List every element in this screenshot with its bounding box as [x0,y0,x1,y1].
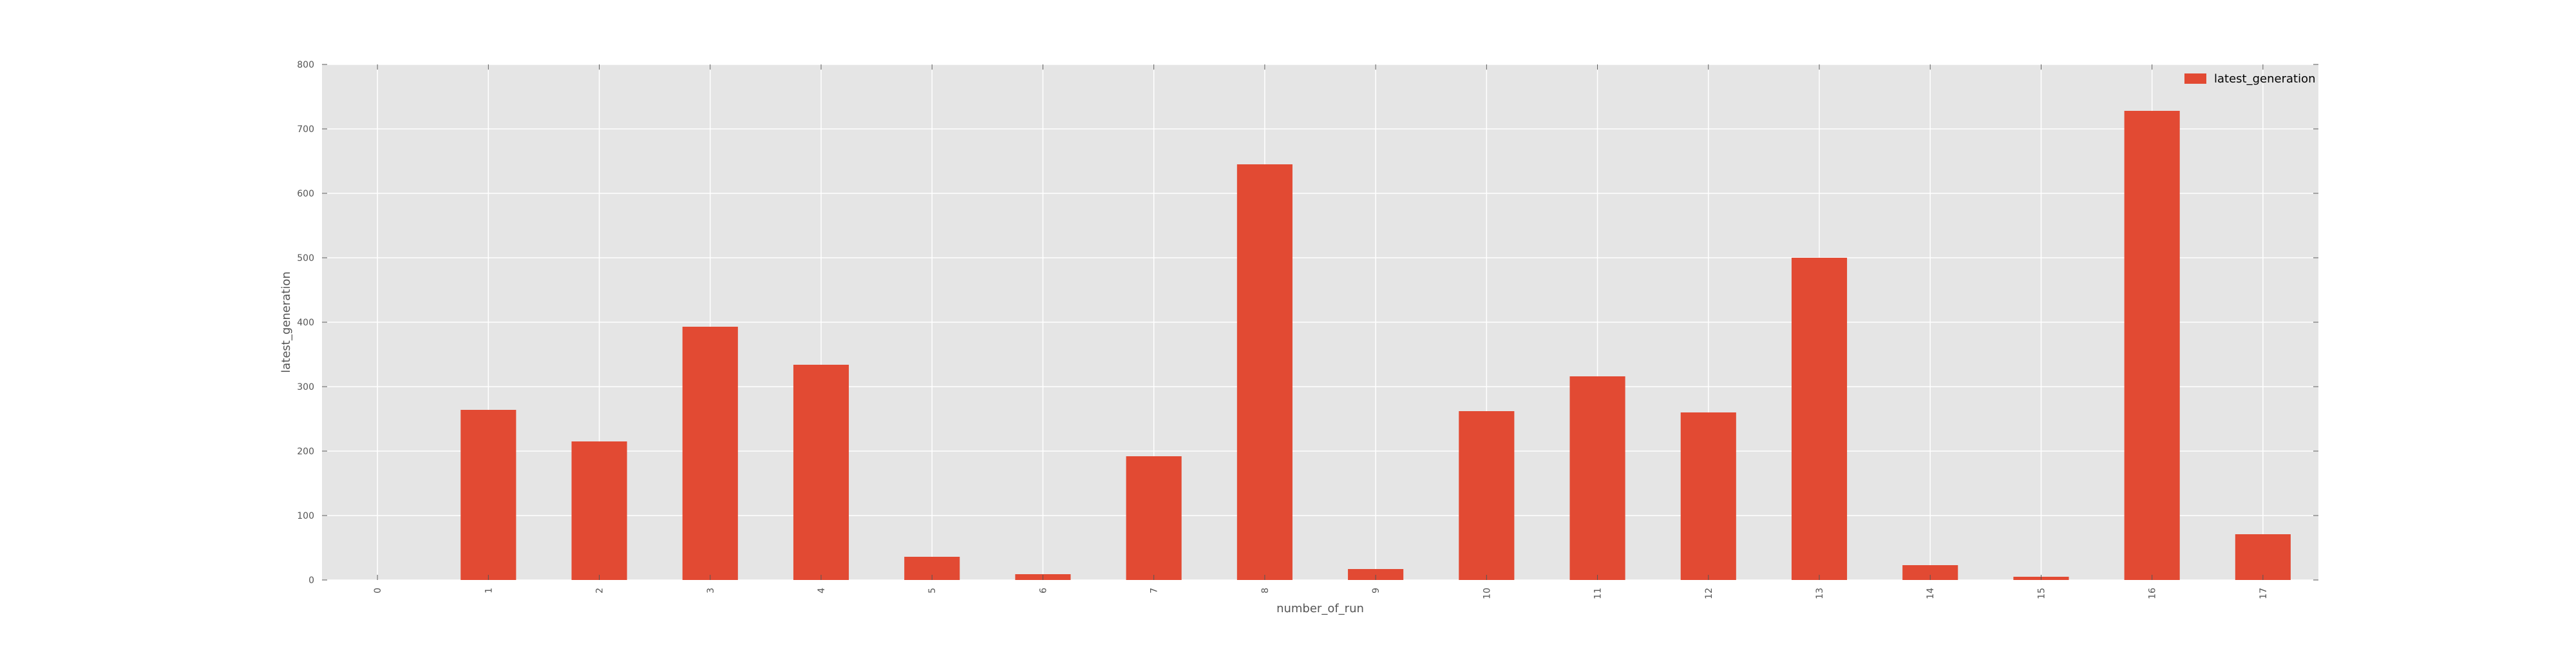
x-tick-label: 9 [1371,588,1381,594]
x-tick-label: 0 [373,588,383,594]
bar [1348,569,1404,580]
x-tick-label: 17 [2259,588,2269,599]
y-tick-label: 200 [297,447,314,457]
x-tick-label: 12 [1704,588,1714,599]
bar [1126,456,1182,580]
bar [2124,111,2180,580]
y-tick-label: 400 [297,318,314,328]
y-axis-ticks: 0 100 200 300 400 500 600 700 800 [297,60,314,586]
bar [1459,411,1515,580]
y-tick-label: 300 [297,382,314,392]
x-tick-label: 3 [706,588,716,594]
x-axis-ticks: 0 1 2 3 4 5 6 7 8 9 10 11 12 13 14 15 16 17 [373,588,2269,599]
x-tick-label: 11 [1593,588,1604,599]
y-tick-label: 100 [297,511,314,521]
x-tick-label: 15 [2036,588,2047,599]
bar [1680,412,1736,580]
bar [460,410,516,580]
bar [682,327,738,580]
y-tick-label: 500 [297,253,314,264]
x-tick-label: 13 [1815,588,1825,599]
x-tick-label: 8 [1260,588,1271,594]
y-tick-label: 600 [297,189,314,199]
x-axis-label: number_of_run [1276,602,1364,615]
x-tick-label: 6 [1038,588,1048,594]
x-tick-label: 5 [927,588,938,594]
bar [793,365,849,580]
bar [1236,164,1293,580]
legend: latest_generation [2184,72,2316,86]
x-tick-label: 1 [484,588,494,594]
x-tick-label: 10 [1482,588,1492,599]
x-tick-label: 4 [817,588,827,594]
bar [1569,376,1625,580]
bar [571,441,627,580]
bars [460,111,2291,580]
x-tick-label: 2 [595,588,605,594]
bar [2235,534,2291,580]
y-tick-label: 700 [297,124,314,135]
y-tick-label: 800 [297,60,314,70]
x-tick-label: 14 [1926,588,1936,599]
y-tick-label: 0 [308,575,314,586]
axes [322,64,2318,581]
x-tick-label: 7 [1150,588,1160,594]
bar [1791,258,1848,580]
y-axis-label: latest_generation [279,271,293,373]
legend-swatch [2184,73,2206,84]
x-tick-label: 16 [2148,588,2158,599]
bar [1902,565,1958,580]
legend-label: latest_generation [2214,72,2316,86]
